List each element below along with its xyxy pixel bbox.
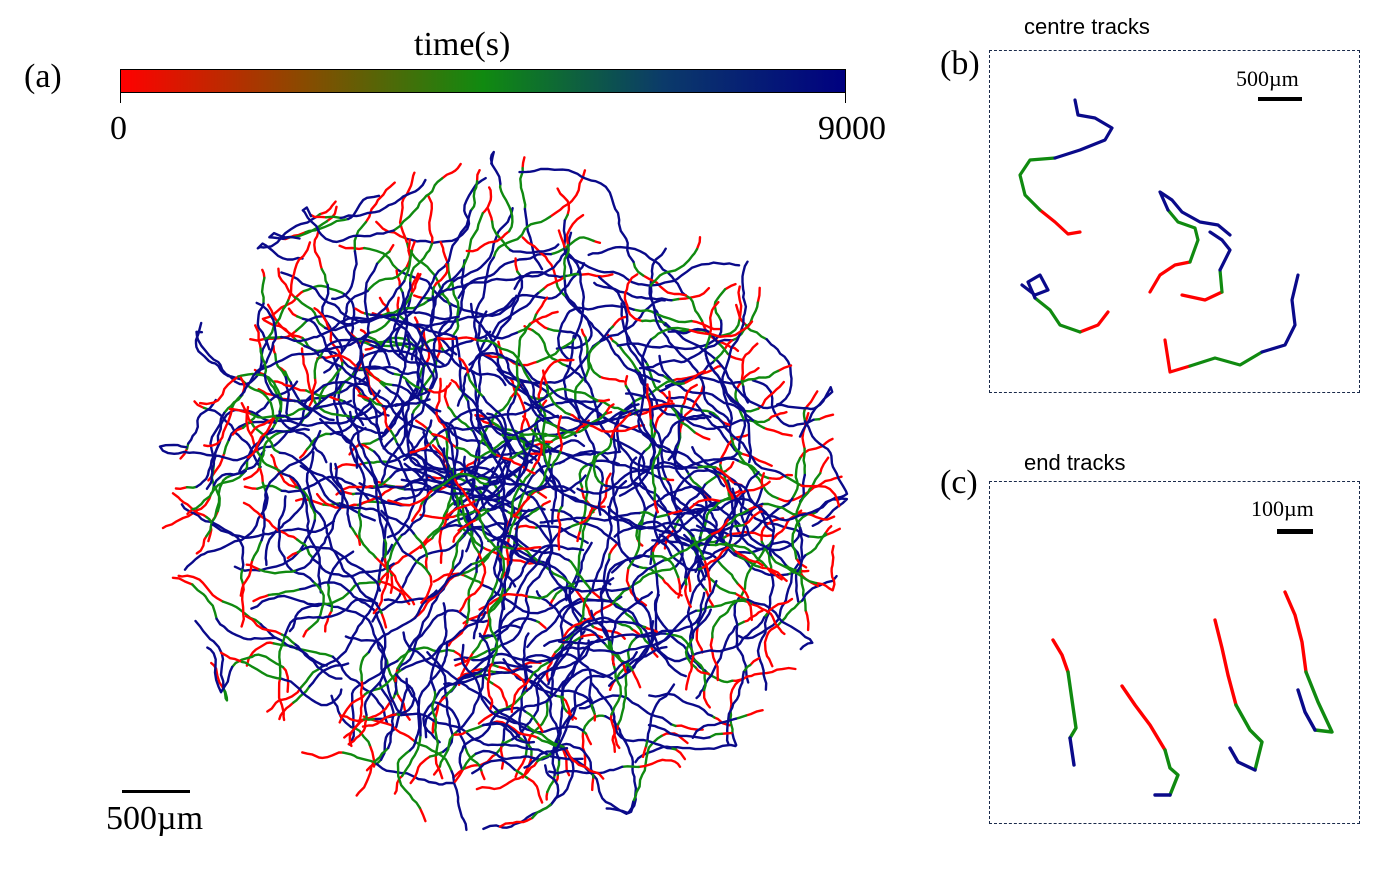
- panel-c-scale-text: 100µm: [1251, 496, 1314, 521]
- colorbar-max-label: 9000: [818, 110, 886, 147]
- panel-a-scale-bar: [122, 790, 190, 793]
- panel-b-scale-bar: [1258, 97, 1302, 101]
- panel-a-label: (a): [24, 58, 62, 95]
- panel-b-scale-text: 500µm: [1236, 66, 1299, 91]
- panel-c-scale-bar: [1277, 529, 1313, 534]
- panel-b-frame: [989, 50, 1360, 393]
- time-colorbar: [120, 69, 846, 93]
- panel-c-label: (c): [940, 464, 978, 501]
- colorbar-tick-max: [845, 93, 846, 103]
- colorbar-title: time(s): [414, 26, 511, 63]
- panel-b-label: (b): [940, 45, 980, 82]
- panel-b-title: centre tracks: [1024, 14, 1150, 39]
- panel-a-scale-text: 500µm: [106, 800, 204, 837]
- panel-c-title: end tracks: [1024, 450, 1126, 475]
- panel-c-frame: [989, 481, 1360, 824]
- colorbar-tick-min: [120, 93, 121, 103]
- colorbar-min-label: 0: [110, 110, 127, 147]
